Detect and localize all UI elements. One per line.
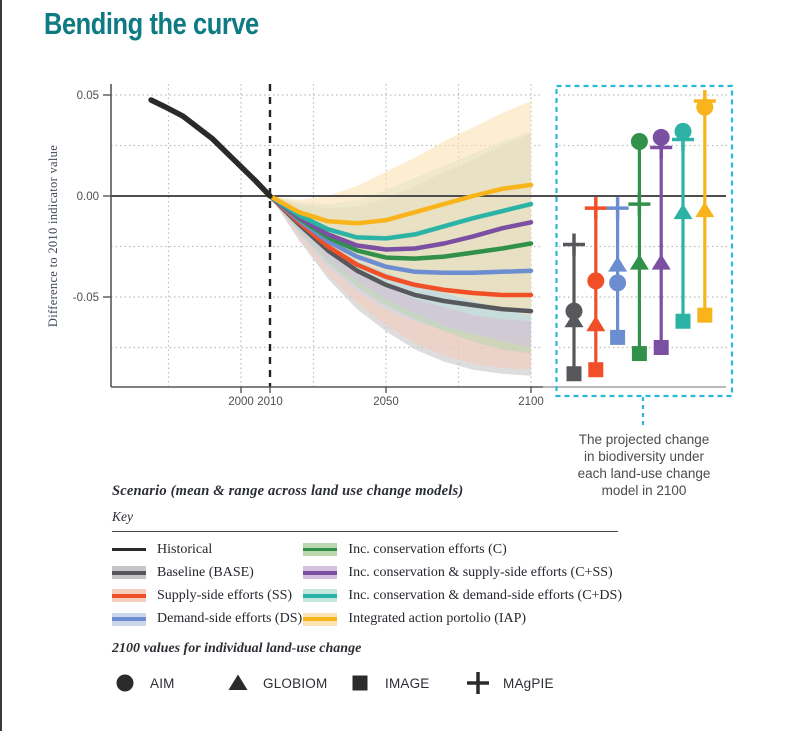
legend-item-label: Inc. conservation & supply-side efforts … <box>348 564 613 580</box>
legend-item-IAP: Integrated action portolio (IAP) <box>303 608 622 631</box>
legend-swatch-C <box>303 543 338 557</box>
circle-glyph <box>116 674 134 692</box>
y-tick-label: 0.05 <box>77 90 99 102</box>
model-legend-item-MAgPIE: MAgPIE <box>465 671 554 695</box>
model-legend-label: MAgPIE <box>503 675 554 691</box>
legend-item-C+SS: Inc. conservation & supply-side efforts … <box>303 561 622 584</box>
marker-plus-BASE <box>563 233 585 256</box>
legend-item-label: Historical <box>157 541 213 557</box>
legend-item-label: Integrated action portolio (IAP) <box>348 611 527 627</box>
marker-triangle-DS <box>608 256 628 272</box>
panel-annotation-line: The projected change <box>578 432 710 447</box>
marker-square-C <box>631 346 647 362</box>
panel-annotation-line: in biodiversity under <box>583 449 705 464</box>
historical-line <box>148 97 273 199</box>
left-border-bar <box>0 0 2 731</box>
square-glyph <box>352 675 368 691</box>
page-title: Bending the curve <box>44 6 259 41</box>
square-icon <box>352 675 368 691</box>
x-tick-label: 2100 <box>518 396 544 408</box>
y-tick-label: 0.00 <box>77 191 99 203</box>
plus-icon <box>467 672 489 694</box>
model-legend-label: GLOBIOM <box>263 675 328 691</box>
legend-item-label: Baseline (BASE) <box>157 564 254 580</box>
legend-item-label: Supply-side efforts (SS) <box>157 587 293 603</box>
legend-swatch-BASE <box>112 566 146 580</box>
legend-column-left: Historical Baseline (BASE) Supply-side eff… <box>112 538 303 631</box>
x-tick-label: 2000 <box>228 396 254 408</box>
marker-square-DS <box>610 329 626 345</box>
marker-circle-C <box>630 132 648 150</box>
scenario-line-C+SS <box>267 193 534 252</box>
marker-plus-C+DS <box>672 128 694 151</box>
legend-swatch-C+SS <box>303 566 338 580</box>
legend-item-SS: Supply-side efforts (SS) <box>112 584 303 607</box>
marker-circle-SS <box>587 272 605 290</box>
legend-swatch-SS <box>112 589 146 603</box>
marker-plus-C <box>628 193 651 216</box>
plus-glyph <box>467 672 489 694</box>
scenario-legend: Scenario (mean & range across land use c… <box>112 483 622 631</box>
model-legend-label: IMAGE <box>385 675 430 691</box>
panel-annotation: The projected change in biodiversity und… <box>564 431 724 499</box>
model-legend-item-AIM: AIM <box>112 671 225 695</box>
marker-circle-BASE <box>565 302 583 320</box>
marker-plus-SS <box>584 197 607 220</box>
panel-annotation-line: model in 2100 <box>601 483 687 498</box>
triangle-glyph <box>228 674 248 690</box>
legend-item-DS: Demand-side efforts (DS) <box>112 608 303 631</box>
marker-plus-IAP <box>693 90 716 113</box>
legend-item-label: Inc. conservation efforts (C) <box>348 541 507 557</box>
scenario-legend-heading: Scenario (mean & range across land use c… <box>112 483 464 499</box>
legend-swatch-HIST <box>112 543 146 556</box>
triangle-icon <box>228 674 248 690</box>
y-axis-title: Difference to 2010 indicator value <box>46 145 60 327</box>
x-tick-label: 2050 <box>373 396 399 408</box>
legend-item-HIST: Historical <box>112 538 303 561</box>
legend-columns: Historical Baseline (BASE) Supply-side eff… <box>112 538 622 631</box>
marker-circle-DS <box>609 274 627 292</box>
scenario-line-SS <box>267 193 534 298</box>
panel-annotation-line: each land-use change <box>577 466 711 481</box>
marker-plus-C+SS <box>650 136 673 159</box>
models-legend: 2100 values for individual land-use chan… <box>112 641 672 695</box>
legend-swatch-DS <box>112 612 146 626</box>
model-legend-item-IMAGE: IMAGE <box>347 671 465 695</box>
marker-square-C+DS <box>675 313 691 329</box>
marker-square-BASE <box>566 366 582 382</box>
scenario-line-C+DS <box>267 193 534 241</box>
marker-triangle-C+SS <box>651 254 671 270</box>
marker-triangle-C+DS <box>673 203 693 220</box>
model-legend-label: AIM <box>150 675 175 691</box>
legend-item-BASE: Baseline (BASE) <box>112 561 303 584</box>
x-tick-label: 2010 <box>257 396 283 408</box>
marker-triangle-SS <box>586 315 606 332</box>
marker-square-IAP <box>697 307 713 323</box>
legend-item-label: Inc. conservation & demand-side efforts … <box>348 587 622 603</box>
scenario-line-IAP <box>267 182 534 226</box>
models-legend-row: AIM GLOBIOM IMAGE MAgPIE <box>112 671 672 695</box>
scenario-line-BASE <box>267 193 534 314</box>
scenario-line-DS <box>267 193 534 276</box>
marker-triangle-IAP <box>695 201 715 218</box>
legend-divider <box>112 531 618 532</box>
legend-swatch-IAP <box>303 612 338 626</box>
circle-icon <box>116 674 134 692</box>
model-legend-item-GLOBIOM: GLOBIOM <box>225 671 347 695</box>
band-IAP <box>270 101 531 316</box>
legend-column-right: Inc. conservation efforts (C) Inc. conser… <box>303 538 622 631</box>
marker-square-C+SS <box>653 340 669 355</box>
models-legend-heading: 2100 values for individual land-use chan… <box>112 641 362 656</box>
legend-item-label: Demand-side efforts (DS) <box>157 611 303 627</box>
legend-item-C+DS: Inc. conservation & demand-side efforts … <box>303 584 622 607</box>
marker-plus-DS <box>606 197 629 220</box>
legend-swatch-C+DS <box>303 589 338 603</box>
marker-square-SS <box>588 362 604 378</box>
marker-triangle-C <box>629 254 649 270</box>
legend-item-C: Inc. conservation efforts (C) <box>303 538 622 561</box>
y-tick-label: -0.05 <box>73 292 99 304</box>
legend-key-label: Key <box>112 509 133 524</box>
